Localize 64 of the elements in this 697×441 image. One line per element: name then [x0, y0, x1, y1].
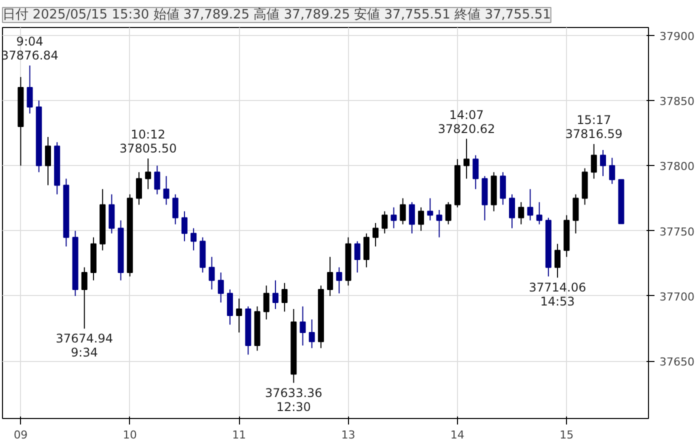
candlestick: [136, 172, 142, 206]
chart-title: 日付 2025/05/15 15:30 始値 37,789.25 高値 37,789.25 安値 37,755.51 終値 37,755.51: [2, 6, 551, 22]
x-tick-label: 09: [14, 428, 28, 441]
candlestick: [372, 222, 379, 247]
x-tick-label: 15: [560, 428, 574, 441]
annotation: 37674.94 9:34: [56, 332, 114, 360]
candlestick: [600, 150, 606, 177]
annotation: 10:12 37805.50: [119, 127, 177, 156]
candlestick: [554, 243, 561, 278]
y-tick-label: 37650: [660, 356, 694, 369]
candlestick: [609, 157, 616, 184]
candlestick: [336, 266, 342, 294]
candlestick: [327, 256, 334, 296]
candlestick: [226, 288, 233, 326]
candlestick: [527, 188, 534, 221]
y-tick-label: 37750: [660, 225, 694, 238]
candlestick: [536, 202, 542, 225]
candlestick: [363, 232, 370, 268]
candlestick: [464, 138, 470, 180]
candlestick: [218, 272, 224, 304]
candlestick: [572, 194, 579, 234]
y-tick-label: 37800: [660, 160, 694, 174]
candlestick: [282, 282, 288, 312]
candlestick: [408, 202, 415, 234]
candlestick: [436, 209, 442, 238]
y-tick-label: 37700: [660, 290, 694, 304]
y-tick-label: 37900: [660, 30, 694, 43]
candlestick: [472, 154, 479, 190]
candlestick: [44, 136, 51, 186]
x-tick-label: 13: [341, 428, 356, 441]
candlestick: [236, 298, 242, 333]
candlestick: [390, 206, 397, 229]
candlestick: [26, 65, 33, 114]
candlestick: [154, 165, 160, 195]
x-tick-label: 11: [232, 428, 246, 441]
x-tick-label: 10: [122, 428, 137, 441]
candlestick: [590, 144, 597, 180]
annotation: 37633.36 12:30: [265, 386, 322, 414]
x-tick-label: 14: [450, 428, 464, 441]
candlestick: [163, 176, 170, 206]
candlestick: [354, 240, 360, 274]
annotation: 37714.06 14:53: [528, 280, 586, 309]
candlestick: [208, 256, 215, 290]
candlestick: [181, 210, 188, 242]
candlestick: [263, 285, 270, 320]
candlestick: [400, 198, 406, 225]
candlestick: [518, 202, 524, 225]
annotation: 15:17 37816.59: [565, 113, 623, 142]
candlestick: [108, 194, 115, 234]
candlestick: [190, 228, 197, 251]
candlestick: [445, 202, 452, 225]
candlestick: [300, 306, 306, 346]
annotation: 14:07 37820.62: [438, 108, 496, 136]
candlestick: [145, 158, 152, 190]
candlestick: [382, 210, 388, 234]
y-tick-label: 37850: [660, 94, 694, 108]
candlestick: [427, 198, 434, 221]
candlestick: [500, 172, 506, 206]
candlestick: [509, 194, 516, 229]
candlestick: [81, 266, 88, 330]
candlestick: [418, 206, 424, 232]
candlestick: [272, 280, 278, 310]
candlestick: [308, 318, 315, 349]
candlestick: [172, 194, 178, 225]
